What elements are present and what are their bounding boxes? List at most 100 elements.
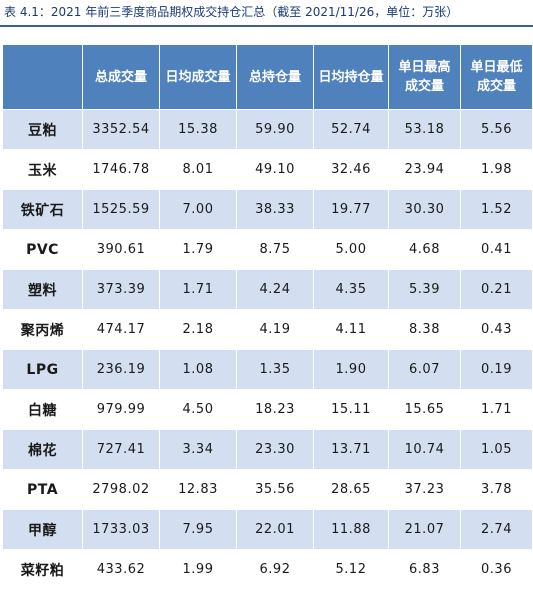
max-daily-volume-cell: 4.68 <box>388 229 461 270</box>
table-row: 白糖 979.99 4.50 18.23 15.11 15.65 1.71 <box>2 389 533 430</box>
min-daily-volume-cell: 0.19 <box>460 349 533 390</box>
commodity-name-cell: 菜籽粕 <box>2 549 83 590</box>
max-daily-volume-cell: 5.39 <box>388 269 461 310</box>
max-daily-volume-cell: 23.94 <box>388 149 461 190</box>
daily-avg-open-interest-cell: 32.46 <box>313 149 389 190</box>
daily-avg-volume-cell: 7.00 <box>159 189 237 230</box>
max-daily-volume-cell: 53.18 <box>388 109 461 150</box>
total-open-interest-cell: 6.92 <box>236 549 314 590</box>
min-daily-volume-cell: 1.98 <box>460 149 533 190</box>
table-row: LPG 236.19 1.08 1.35 1.90 6.07 0.19 <box>2 349 533 390</box>
max-daily-volume-cell: 30.30 <box>388 189 461 230</box>
daily-avg-volume-cell: 1.08 <box>159 349 237 390</box>
total-volume-cell: 1746.78 <box>82 149 160 190</box>
total-volume-cell: 373.39 <box>82 269 160 310</box>
table-row: 豆粕 3352.54 15.38 59.90 52.74 53.18 5.56 <box>2 109 533 150</box>
total-open-interest-cell: 1.35 <box>236 349 314 390</box>
total-open-interest-cell: 23.30 <box>236 429 314 470</box>
total-volume-cell: 474.17 <box>82 309 160 350</box>
commodity-name-cell: LPG <box>2 349 83 390</box>
total-open-interest-cell: 8.75 <box>236 229 314 270</box>
min-daily-volume-cell: 2.74 <box>460 509 533 550</box>
daily-avg-open-interest-cell: 4.11 <box>313 309 389 350</box>
min-daily-volume-cell: 0.21 <box>460 269 533 310</box>
header-total-volume: 总成交量 <box>82 44 160 110</box>
total-open-interest-cell: 18.23 <box>236 389 314 430</box>
table-row: 玉米 1746.78 8.01 49.10 32.46 23.94 1.98 <box>2 149 533 190</box>
daily-avg-open-interest-cell: 1.90 <box>313 349 389 390</box>
max-daily-volume-cell: 6.07 <box>388 349 461 390</box>
max-daily-volume-cell: 37.23 <box>388 469 461 510</box>
daily-avg-open-interest-cell: 4.35 <box>313 269 389 310</box>
min-daily-volume-cell: 3.78 <box>460 469 533 510</box>
table-row: 塑料 373.39 1.71 4.24 4.35 5.39 0.21 <box>2 269 533 310</box>
daily-avg-volume-cell: 1.99 <box>159 549 237 590</box>
min-daily-volume-cell: 1.52 <box>460 189 533 230</box>
daily-avg-volume-cell: 7.95 <box>159 509 237 550</box>
table-row: 聚丙烯 474.17 2.18 4.19 4.11 8.38 0.43 <box>2 309 533 350</box>
options-summary-table: 总成交量 日均成交量 总持仓量 日均持仓量 单日最高成交量 单日最低成交量 豆粕… <box>2 44 533 590</box>
header-corner <box>2 44 83 110</box>
commodity-name-cell: 铁矿石 <box>2 189 83 230</box>
max-daily-volume-cell: 8.38 <box>388 309 461 350</box>
daily-avg-open-interest-cell: 5.00 <box>313 229 389 270</box>
total-volume-cell: 1525.59 <box>82 189 160 230</box>
table-row: 甲醇 1733.03 7.95 22.01 11.88 21.07 2.74 <box>2 509 533 550</box>
header-max-daily-volume: 单日最高成交量 <box>388 44 461 110</box>
total-volume-cell: 433.62 <box>82 549 160 590</box>
max-daily-volume-cell: 6.83 <box>388 549 461 590</box>
daily-avg-volume-cell: 1.71 <box>159 269 237 310</box>
total-open-interest-cell: 38.33 <box>236 189 314 230</box>
total-volume-cell: 1733.03 <box>82 509 160 550</box>
daily-avg-open-interest-cell: 5.12 <box>313 549 389 590</box>
daily-avg-volume-cell: 8.01 <box>159 149 237 190</box>
min-daily-volume-cell: 0.36 <box>460 549 533 590</box>
total-volume-cell: 979.99 <box>82 389 160 430</box>
min-daily-volume-cell: 5.56 <box>460 109 533 150</box>
max-daily-volume-cell: 10.74 <box>388 429 461 470</box>
daily-avg-volume-cell: 12.83 <box>159 469 237 510</box>
table-caption: 表 4.1：2021 年前三季度商品期权成交持仓汇总（截至 2021/11/26… <box>4 5 459 19</box>
max-daily-volume-cell: 15.65 <box>388 389 461 430</box>
total-volume-cell: 236.19 <box>82 349 160 390</box>
commodity-name-cell: 玉米 <box>2 149 83 190</box>
commodity-name-cell: 塑料 <box>2 269 83 310</box>
total-volume-cell: 2798.02 <box>82 469 160 510</box>
header-min-daily-volume: 单日最低成交量 <box>460 44 533 110</box>
min-daily-volume-cell: 0.43 <box>460 309 533 350</box>
total-volume-cell: 3352.54 <box>82 109 160 150</box>
commodity-name-cell: 白糖 <box>2 389 83 430</box>
table-row: 棉花 727.41 3.34 23.30 13.71 10.74 1.05 <box>2 429 533 470</box>
caption-divider <box>0 25 533 27</box>
header-daily-avg-open-interest: 日均持仓量 <box>313 44 389 110</box>
daily-avg-open-interest-cell: 19.77 <box>313 189 389 230</box>
total-open-interest-cell: 4.19 <box>236 309 314 350</box>
min-daily-volume-cell: 1.05 <box>460 429 533 470</box>
total-volume-cell: 390.61 <box>82 229 160 270</box>
total-open-interest-cell: 4.24 <box>236 269 314 310</box>
commodity-name-cell: 甲醇 <box>2 509 83 550</box>
header-total-open-interest: 总持仓量 <box>236 44 314 110</box>
daily-avg-volume-cell: 4.50 <box>159 389 237 430</box>
daily-avg-volume-cell: 2.18 <box>159 309 237 350</box>
daily-avg-open-interest-cell: 52.74 <box>313 109 389 150</box>
header-daily-avg-volume: 日均成交量 <box>159 44 237 110</box>
daily-avg-open-interest-cell: 15.11 <box>313 389 389 430</box>
total-open-interest-cell: 22.01 <box>236 509 314 550</box>
table-row: PVC 390.61 1.79 8.75 5.00 4.68 0.41 <box>2 229 533 270</box>
total-volume-cell: 727.41 <box>82 429 160 470</box>
table-row: 菜籽粕 433.62 1.99 6.92 5.12 6.83 0.36 <box>2 549 533 590</box>
daily-avg-open-interest-cell: 28.65 <box>313 469 389 510</box>
total-open-interest-cell: 49.10 <box>236 149 314 190</box>
commodity-name-cell: 豆粕 <box>2 109 83 150</box>
commodity-name-cell: 聚丙烯 <box>2 309 83 350</box>
commodity-name-cell: PTA <box>2 469 83 510</box>
table-header-row: 总成交量 日均成交量 总持仓量 日均持仓量 单日最高成交量 单日最低成交量 <box>2 44 533 110</box>
table-row: 铁矿石 1525.59 7.00 38.33 19.77 30.30 1.52 <box>2 189 533 230</box>
total-open-interest-cell: 59.90 <box>236 109 314 150</box>
daily-avg-volume-cell: 3.34 <box>159 429 237 470</box>
daily-avg-volume-cell: 15.38 <box>159 109 237 150</box>
commodity-name-cell: 棉花 <box>2 429 83 470</box>
min-daily-volume-cell: 0.41 <box>460 229 533 270</box>
daily-avg-open-interest-cell: 11.88 <box>313 509 389 550</box>
